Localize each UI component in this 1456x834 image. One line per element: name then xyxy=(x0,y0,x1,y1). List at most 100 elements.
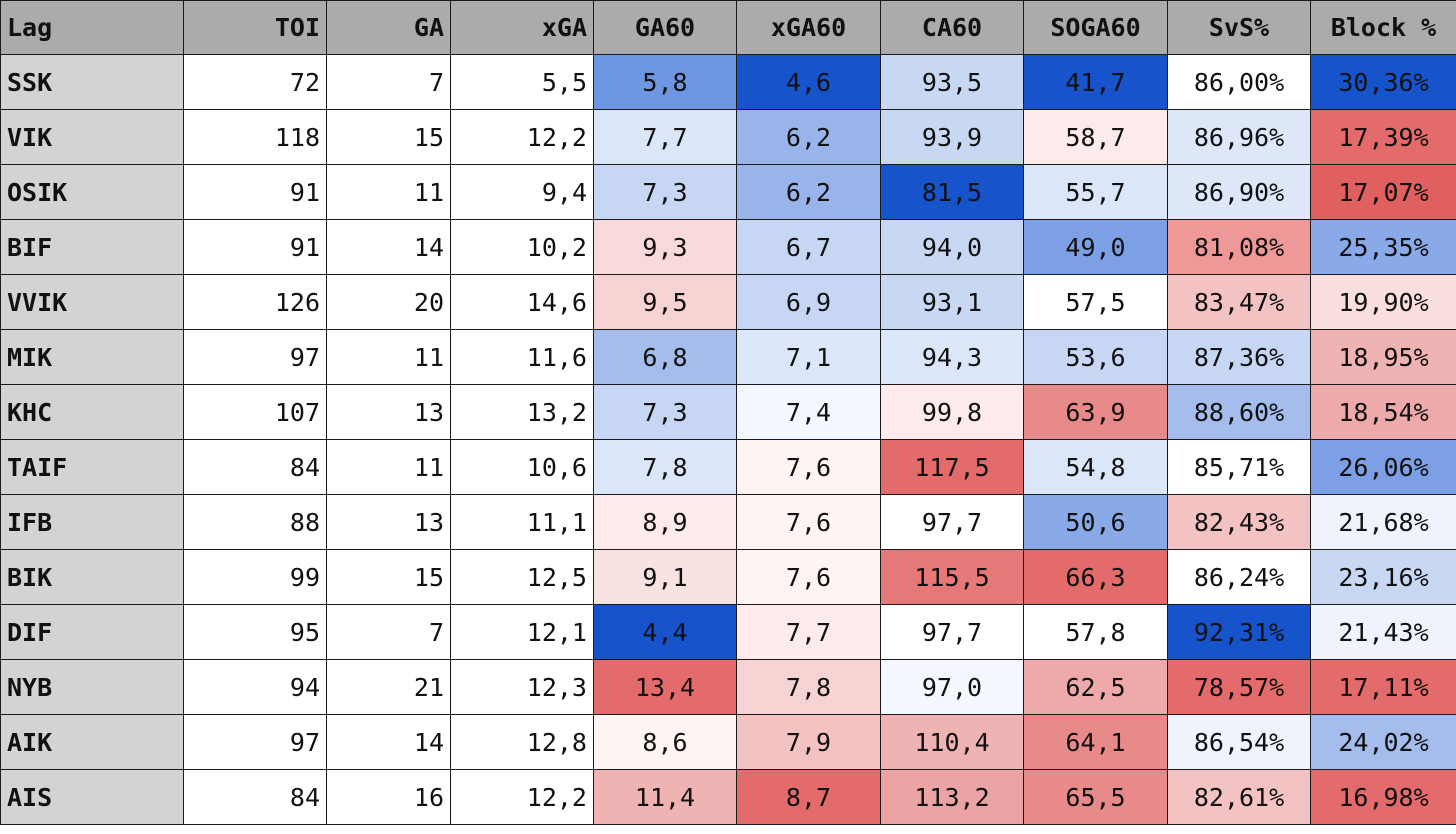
cell-xga60: 7,6 xyxy=(736,549,881,605)
cell-ga60: 4,4 xyxy=(593,604,737,660)
table-row: TAIF 84 11 10,6 7,8 7,6 117,5 54,8 85,71% 26,06% xyxy=(0,439,1456,495)
cell-ga60: 7,7 xyxy=(593,109,737,165)
cell-ca60: 97,7 xyxy=(880,604,1024,660)
cell-ca60: 115,5 xyxy=(880,549,1024,605)
cell-ca60: 117,5 xyxy=(880,439,1024,495)
cell-soga60: 66,3 xyxy=(1023,549,1168,605)
cell-ca60: 97,7 xyxy=(880,494,1024,550)
cell-soga60: 65,5 xyxy=(1023,769,1168,825)
table-row: BIF 91 14 10,2 9,3 6,7 94,0 49,0 81,08% 25,35% xyxy=(0,219,1456,275)
cell-svs-pct: 86,96% xyxy=(1167,109,1311,165)
cell-xga: 10,2 xyxy=(450,219,594,275)
cell-ga60: 8,9 xyxy=(593,494,737,550)
col-header-soga60: SOGA60 xyxy=(1023,0,1168,55)
cell-team: DIF xyxy=(0,604,184,660)
cell-ga: 7 xyxy=(326,54,451,110)
cell-ca60: 94,0 xyxy=(880,219,1024,275)
table-row: OSIK 91 11 9,4 7,3 6,2 81,5 55,7 86,90% 17,07% xyxy=(0,164,1456,220)
cell-ga60: 9,1 xyxy=(593,549,737,605)
cell-ga60: 9,3 xyxy=(593,219,737,275)
cell-soga60: 55,7 xyxy=(1023,164,1168,220)
cell-svs-pct: 85,71% xyxy=(1167,439,1311,495)
col-header-ga60: GA60 xyxy=(593,0,737,55)
cell-svs-pct: 86,00% xyxy=(1167,54,1311,110)
cell-xga60: 7,1 xyxy=(736,329,881,385)
cell-team: TAIF xyxy=(0,439,184,495)
table-row: NYB 94 21 12,3 13,4 7,8 97,0 62,5 78,57% 17,11% xyxy=(0,659,1456,715)
table-row: DIF 95 7 12,1 4,4 7,7 97,7 57,8 92,31% 21,43% xyxy=(0,604,1456,660)
table-body: SSK 72 7 5,5 5,8 4,6 93,5 41,7 86,00% 30,36% VIK 11… xyxy=(0,54,1456,825)
cell-xga60: 7,8 xyxy=(736,659,881,715)
cell-xga: 12,3 xyxy=(450,659,594,715)
cell-team: OSIK xyxy=(0,164,184,220)
cell-ga: 21 xyxy=(326,659,451,715)
cell-ga60: 9,5 xyxy=(593,274,737,330)
cell-svs-pct: 82,61% xyxy=(1167,769,1311,825)
cell-ca60: 94,3 xyxy=(880,329,1024,385)
cell-soga60: 41,7 xyxy=(1023,54,1168,110)
cell-team: BIF xyxy=(0,219,184,275)
cell-team: AIS xyxy=(0,769,184,825)
cell-block-pct: 16,98% xyxy=(1310,769,1456,825)
cell-xga60: 7,9 xyxy=(736,714,881,770)
cell-svs-pct: 86,24% xyxy=(1167,549,1311,605)
cell-ca60: 93,9 xyxy=(880,109,1024,165)
cell-team: IFB xyxy=(0,494,184,550)
cell-toi: 97 xyxy=(183,329,327,385)
col-header-svs-pct: SvS% xyxy=(1167,0,1311,55)
cell-block-pct: 21,68% xyxy=(1310,494,1456,550)
cell-toi: 84 xyxy=(183,769,327,825)
cell-ga60: 11,4 xyxy=(593,769,737,825)
cell-xga: 12,8 xyxy=(450,714,594,770)
table-row: VIK 118 15 12,2 7,7 6,2 93,9 58,7 86,96% 17,39% xyxy=(0,109,1456,165)
col-header-team: Lag xyxy=(0,0,184,55)
table-row: VVIK 126 20 14,6 9,5 6,9 93,1 57,5 83,47% 19,90% xyxy=(0,274,1456,330)
cell-toi: 95 xyxy=(183,604,327,660)
table-row: KHC 107 13 13,2 7,3 7,4 99,8 63,9 88,60% 18,54% xyxy=(0,384,1456,440)
cell-team: MIK xyxy=(0,329,184,385)
cell-soga60: 58,7 xyxy=(1023,109,1168,165)
cell-svs-pct: 83,47% xyxy=(1167,274,1311,330)
header-row: Lag TOI GA xGA GA60 xGA60 CA60 SOGA60 Sv… xyxy=(0,0,1456,55)
cell-team: BIK xyxy=(0,549,184,605)
cell-svs-pct: 82,43% xyxy=(1167,494,1311,550)
cell-soga60: 64,1 xyxy=(1023,714,1168,770)
cell-block-pct: 24,02% xyxy=(1310,714,1456,770)
cell-ga: 14 xyxy=(326,714,451,770)
cell-soga60: 54,8 xyxy=(1023,439,1168,495)
cell-xga: 11,6 xyxy=(450,329,594,385)
cell-ga: 11 xyxy=(326,329,451,385)
cell-xga: 12,2 xyxy=(450,769,594,825)
table-row: AIS 84 16 12,2 11,4 8,7 113,2 65,5 82,61% 16,98% xyxy=(0,769,1456,825)
cell-ga: 7 xyxy=(326,604,451,660)
cell-toi: 84 xyxy=(183,439,327,495)
cell-ga: 14 xyxy=(326,219,451,275)
cell-toi: 99 xyxy=(183,549,327,605)
cell-ga60: 8,6 xyxy=(593,714,737,770)
cell-ca60: 97,0 xyxy=(880,659,1024,715)
cell-soga60: 57,5 xyxy=(1023,274,1168,330)
cell-xga60: 4,6 xyxy=(736,54,881,110)
cell-soga60: 53,6 xyxy=(1023,329,1168,385)
cell-toi: 118 xyxy=(183,109,327,165)
cell-xga: 13,2 xyxy=(450,384,594,440)
table-row: BIK 99 15 12,5 9,1 7,6 115,5 66,3 86,24% 23,16% xyxy=(0,549,1456,605)
cell-ga: 15 xyxy=(326,549,451,605)
cell-xga: 11,1 xyxy=(450,494,594,550)
cell-ca60: 99,8 xyxy=(880,384,1024,440)
cell-xga: 5,5 xyxy=(450,54,594,110)
cell-ca60: 110,4 xyxy=(880,714,1024,770)
cell-ga: 20 xyxy=(326,274,451,330)
cell-ca60: 81,5 xyxy=(880,164,1024,220)
cell-svs-pct: 78,57% xyxy=(1167,659,1311,715)
cell-xga60: 7,6 xyxy=(736,439,881,495)
cell-toi: 94 xyxy=(183,659,327,715)
cell-toi: 126 xyxy=(183,274,327,330)
cell-xga60: 6,9 xyxy=(736,274,881,330)
cell-block-pct: 17,07% xyxy=(1310,164,1456,220)
cell-ga: 13 xyxy=(326,384,451,440)
cell-block-pct: 17,39% xyxy=(1310,109,1456,165)
cell-block-pct: 18,54% xyxy=(1310,384,1456,440)
cell-block-pct: 25,35% xyxy=(1310,219,1456,275)
table-row: IFB 88 13 11,1 8,9 7,6 97,7 50,6 82,43% 21,68% xyxy=(0,494,1456,550)
